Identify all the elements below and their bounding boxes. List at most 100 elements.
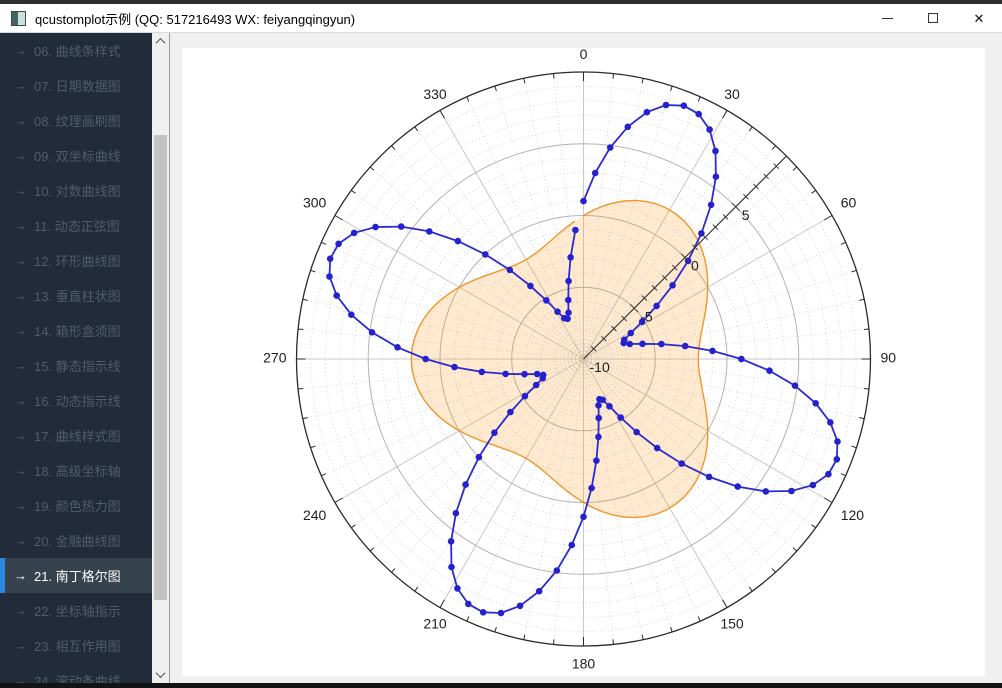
data-point-marker [833,456,841,463]
sidebar-item[interactable]: → 14. 箱形盒须图 [0,313,152,348]
scrollbar-thumb[interactable] [154,135,167,600]
sidebar-item[interactable]: → 20. 金融曲线图 [0,523,152,558]
scroll-down-button[interactable] [152,666,169,683]
scroll-up-button[interactable] [152,33,169,50]
data-point-marker [497,609,505,617]
data-point-marker [565,277,572,285]
data-point-marker [479,609,487,616]
angular-tick [351,189,356,194]
sidebar-item-label: 23. 相互作用图 [34,639,121,654]
sidebar-item-label: 08. 纹理画刷图 [34,114,121,129]
data-point-marker [333,292,340,299]
angular-tick [748,126,753,132]
data-point-marker [791,382,799,390]
series-blue-rose [326,101,841,617]
data-point-marker [606,144,614,151]
radial-tick [611,325,617,332]
data-point-marker [543,297,550,304]
angular-tick [851,445,857,449]
sidebar-item-label: 18. 高级坐标轴 [34,464,121,479]
radial-tick [763,173,769,180]
arrow-icon: → [14,568,27,583]
sidebar-scrollbar[interactable] [152,33,169,683]
radial-tick [641,295,648,301]
data-point-marker [532,381,540,389]
angular-tick-label: 120 [841,507,865,523]
sidebar-item-label: 13. 垂直柱状图 [34,289,121,304]
sidebar-item[interactable]: → 08. 纹理画刷图 [0,103,152,138]
arrow-icon: → [14,113,27,128]
data-point-marker [553,567,561,574]
angular-tick [771,568,776,573]
data-point-marker [653,302,660,310]
sidebar-item[interactable]: → 11. 动态正弦图 [0,208,152,243]
polar-chart[interactable]: 0 30 60 90 120 150 180 210 240 270 300 330 -10 -5 0 5 [182,48,985,676]
data-point-marker [762,488,770,495]
angular-tick [321,241,327,245]
radial-tick [629,304,639,313]
data-point-marker [617,414,624,421]
data-point-marker [462,481,469,488]
angular-tick [811,189,816,194]
data-point-marker [568,541,576,549]
sidebar-item[interactable]: → 24. 滚动条曲线 [0,663,152,683]
sidebar-item[interactable]: → 18. 高级坐标轴 [0,453,152,488]
sidebar-item[interactable]: → 15. 静态指示线 [0,348,152,383]
background-strip-bottom [0,683,1002,688]
maximize-button[interactable] [910,4,956,33]
plot-widget[interactable]: 0 30 60 90 120 150 180 210 240 270 300 330 -10 -5 0 5 [182,48,985,676]
data-point-marker [482,251,489,258]
sidebar-item[interactable]: → 23. 相互作用图 [0,628,152,663]
data-point-marker [681,342,689,350]
angular-tick [302,298,308,301]
data-point-marker [533,370,541,378]
angular-tick [722,110,728,119]
sidebar: → 06. 曲线条样式 → 07. 日期数据图 → 08. 纹理画刷图 → 09. 双坐标曲线… [0,33,152,683]
sidebar-item[interactable]: → 06. 曲线条样式 [0,33,152,68]
angular-tick [824,497,833,503]
blue-rose-line [328,104,839,614]
sidebar-item[interactable]: → 07. 日期数据图 [0,68,152,103]
data-point-marker [834,438,841,445]
series-orange-rose [410,199,709,519]
sidebar-item[interactable]: → 12. 环形曲线图 [0,243,152,278]
data-point-marker [507,408,514,416]
sidebar-item[interactable]: → 13. 垂直柱状图 [0,278,152,313]
data-point-marker [695,110,702,118]
data-point-marker [426,228,433,235]
minimize-button[interactable] [864,4,910,33]
sidebar-item[interactable]: → 09. 双坐标曲线 [0,138,152,173]
data-point-marker [591,169,599,177]
data-point-marker [516,602,524,610]
sidebar-item-label: 17. 曲线样式图 [34,429,121,444]
angular-tick [439,110,445,119]
radial-tick [712,224,719,230]
data-point-marker [326,255,334,262]
sidebar-item[interactable]: → 17. 曲线样式图 [0,418,152,453]
data-point-marker [653,444,661,452]
sidebar-item[interactable]: → 21. 南丁格尔图 [0,558,152,593]
data-point-marker [596,395,603,403]
sidebar-item[interactable]: → 16. 动态指示线 [0,383,152,418]
close-button[interactable]: ✕ [956,4,1002,33]
sidebar-item[interactable]: → 10. 对数曲线图 [0,173,152,208]
angular-tick-label: 300 [303,195,327,211]
data-point-marker [705,473,713,481]
data-point-marker [394,344,401,351]
background-strip-top [0,0,1002,4]
angular-tick [792,166,798,171]
radial-tick [661,274,668,281]
data-point-marker [809,481,817,489]
sidebar-item[interactable]: → 22. 坐标轴指示 [0,593,152,628]
data-point-marker [527,282,534,290]
sidebar-item[interactable]: → 19. 颜色热力图 [0,488,152,523]
data-point-marker [643,108,651,116]
radial-tick [600,335,607,342]
radial-tick [692,244,698,251]
data-point-marker [595,414,602,422]
arrow-icon: → [14,533,27,548]
data-point-marker [580,197,587,205]
titlebar[interactable]: qcustomplot示例 (QQ: 517216493 WX: feiyang… [0,4,1002,33]
angular-tick [722,599,728,608]
